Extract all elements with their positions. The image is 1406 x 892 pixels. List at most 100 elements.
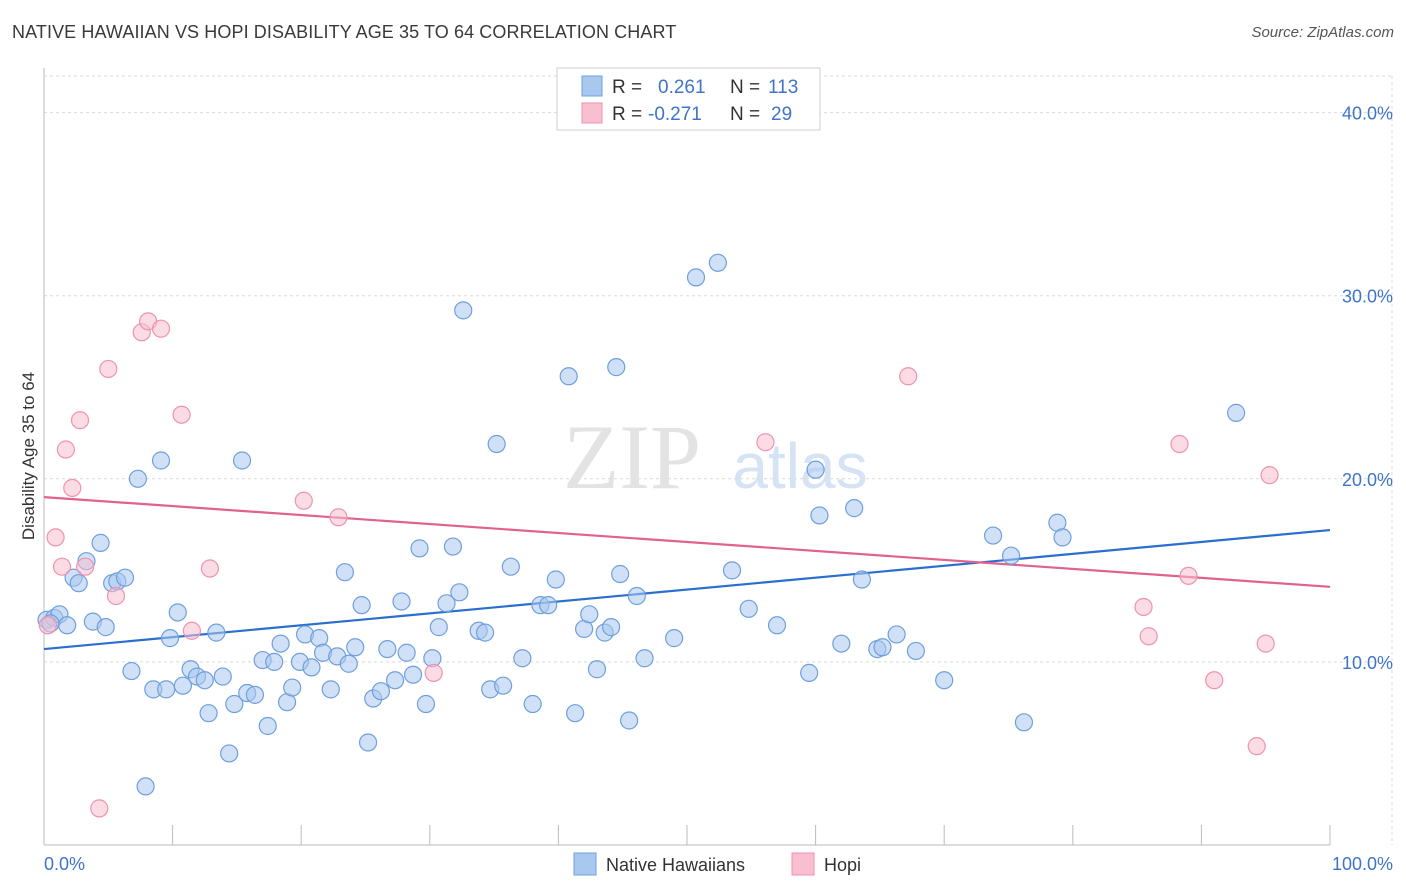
- point-native-hawaiians-84: [607, 358, 626, 377]
- point-hopi-23: [1170, 434, 1189, 454]
- point-native-hawaiians-95: [800, 663, 819, 682]
- tick-labels: 10.0% 20.0% 30.0% 40.0% 0.0% 100.0%: [44, 104, 1393, 874]
- point-native-hawaiians-96: [806, 460, 825, 479]
- point-native-hawaiians-55: [392, 592, 411, 611]
- point-native-hawaiians-72: [513, 649, 532, 668]
- point-hopi-6: [76, 557, 95, 576]
- point-native-hawaiians-75: [539, 596, 558, 615]
- trend-lines: [43, 496, 1331, 651]
- point-native-hawaiians-18: [157, 680, 176, 699]
- point-native-hawaiians-83: [602, 618, 621, 637]
- point-hopi-24: [1179, 566, 1198, 585]
- point-native-hawaiians-38: [283, 678, 302, 697]
- point-native-hawaiians-77: [559, 367, 578, 386]
- point-native-hawaiians-108: [1014, 713, 1034, 732]
- legend-n-value-1: 113: [768, 77, 798, 98]
- series-swatch-hopi: [791, 852, 815, 876]
- point-hopi-3: [56, 440, 75, 459]
- x-tick-label-0: 0.0%: [44, 854, 85, 874]
- point-native-hawaiians-78: [566, 704, 585, 723]
- point-native-hawaiians-35: [265, 652, 284, 672]
- point-native-hawaiians-61: [429, 618, 448, 637]
- point-native-hawaiians-64: [450, 583, 469, 602]
- point-native-hawaiians-57: [403, 665, 423, 684]
- point-hopi-28: [1260, 466, 1279, 485]
- point-hopi-0: [38, 616, 57, 635]
- point-native-hawaiians-19: [160, 629, 180, 648]
- point-native-hawaiians-81: [587, 660, 607, 679]
- chart-title: NATIVE HAWAIIAN VS HOPI DISABILITY AGE 3…: [12, 22, 677, 42]
- watermark-atlas: atlas: [732, 430, 867, 502]
- point-native-hawaiians-46: [335, 563, 355, 582]
- point-hopi-7: [90, 799, 109, 818]
- point-native-hawaiians-48: [346, 638, 365, 657]
- point-hopi-15: [200, 559, 219, 578]
- legend-r-label-2: R =: [612, 104, 642, 125]
- point-native-hawaiians-111: [1227, 403, 1246, 422]
- point-hopi-21: [1134, 597, 1153, 617]
- point-native-hawaiians-56: [397, 643, 416, 662]
- series-swatch-native-hawaiians: [573, 852, 597, 876]
- point-native-hawaiians-98: [832, 634, 851, 653]
- y-tick-label-3: 40.0%: [1342, 104, 1393, 124]
- point-native-hawaiians-70: [494, 676, 513, 695]
- legend-swatch-blue: [581, 75, 603, 97]
- y-axis-title: Disability Age 35 to 64: [19, 372, 38, 540]
- point-hopi-16: [294, 491, 313, 510]
- point-native-hawaiians-15: [136, 777, 155, 796]
- point-native-hawaiians-63: [443, 537, 463, 556]
- point-hopi-25: [1205, 671, 1224, 690]
- point-hopi-9: [106, 586, 126, 606]
- point-native-hawaiians-105: [935, 671, 954, 690]
- point-native-hawaiians-89: [665, 629, 684, 648]
- point-hopi-2: [52, 557, 72, 576]
- point-native-hawaiians-3: [58, 616, 77, 635]
- point-hopi-17: [329, 508, 348, 527]
- point-hopi-12: [151, 319, 171, 338]
- point-native-hawaiians-20: [168, 603, 187, 622]
- trend-line-native-hawaiians: [43, 528, 1331, 651]
- point-native-hawaiians-76: [546, 570, 565, 589]
- point-native-hawaiians-27: [213, 667, 232, 686]
- point-hopi-27: [1256, 634, 1275, 653]
- point-native-hawaiians-80: [580, 605, 599, 624]
- legend-swatch-pink: [581, 102, 603, 124]
- point-hopi-18: [424, 663, 443, 682]
- point-native-hawaiians-59: [416, 694, 436, 714]
- legend-r-value-1: 0.261: [658, 77, 706, 98]
- point-native-hawaiians-26: [207, 623, 226, 642]
- point-native-hawaiians-65: [454, 301, 473, 320]
- x-tick-label-1: 100.0%: [1332, 854, 1393, 874]
- point-native-hawaiians-99: [845, 499, 864, 518]
- point-native-hawaiians-36: [271, 634, 290, 653]
- point-native-hawaiians-97: [810, 506, 829, 525]
- point-native-hawaiians-88: [635, 649, 654, 668]
- point-native-hawaiians-71: [501, 557, 520, 576]
- point-native-hawaiians-93: [739, 599, 758, 618]
- legend: R = 0.261 N = 113 R = -0.271 N = 29: [556, 67, 821, 131]
- point-native-hawaiians-69: [487, 434, 506, 454]
- point-native-hawaiians-32: [245, 685, 265, 704]
- trend-line-hopi: [43, 496, 1331, 588]
- point-hopi-14: [182, 621, 201, 640]
- axes: [43, 68, 1331, 846]
- point-native-hawaiians-110: [1053, 528, 1072, 547]
- legend-r-label-1: R =: [612, 77, 642, 98]
- point-native-hawaiians-30: [232, 451, 252, 470]
- point-hopi-13: [172, 405, 191, 424]
- point-native-hawaiians-54: [385, 671, 405, 690]
- point-native-hawaiians-24: [195, 671, 214, 690]
- point-native-hawaiians-8: [91, 533, 110, 552]
- point-hopi-26: [1247, 737, 1266, 756]
- point-native-hawaiians-58: [410, 539, 429, 558]
- series-label-native-hawaiians: Native Hawaiians: [606, 855, 745, 875]
- point-hopi-19: [756, 433, 775, 452]
- point-native-hawaiians-49: [352, 596, 371, 615]
- data-points: [37, 253, 1279, 818]
- point-native-hawaiians-13: [122, 661, 141, 681]
- point-native-hawaiians-103: [887, 625, 906, 644]
- point-native-hawaiians-28: [220, 744, 239, 763]
- point-native-hawaiians-86: [620, 711, 639, 730]
- point-hopi-4: [63, 478, 82, 498]
